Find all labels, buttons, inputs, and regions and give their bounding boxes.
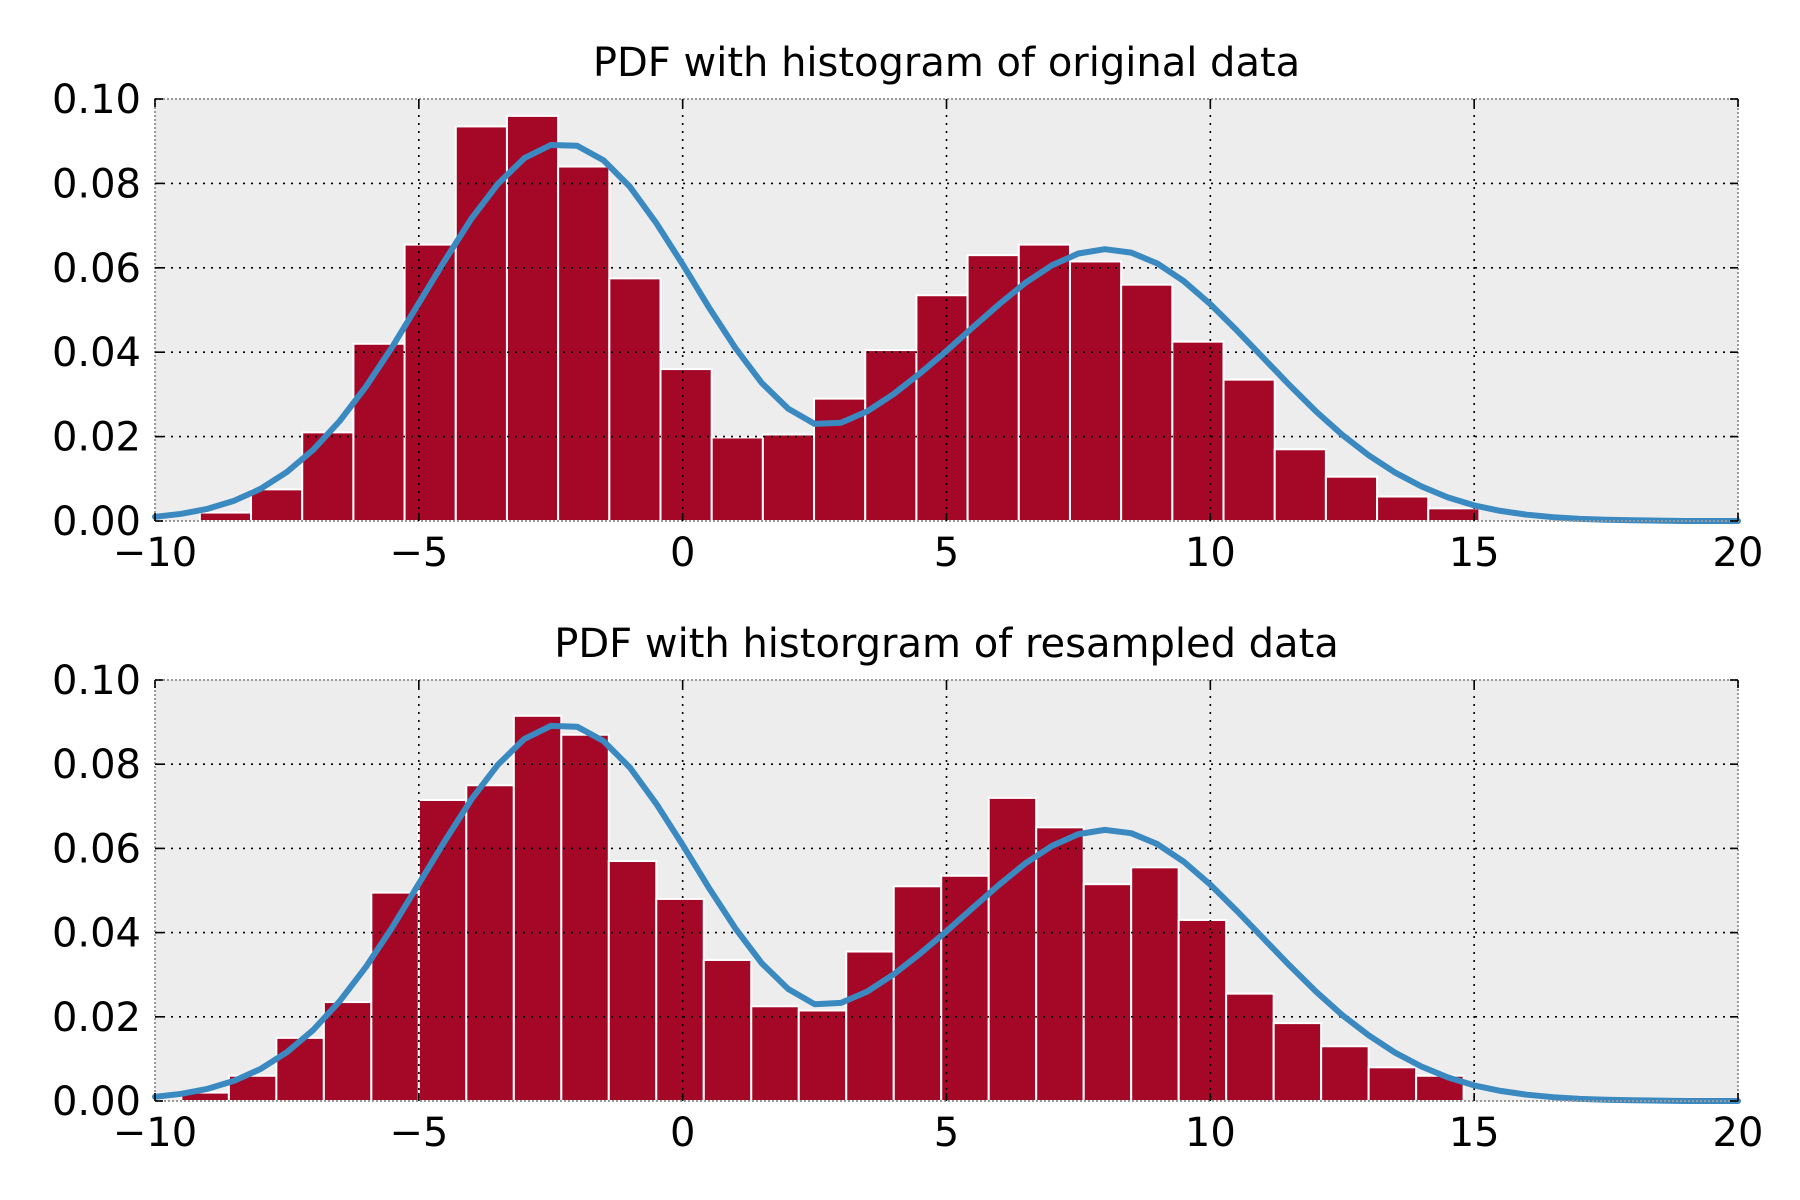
histogram-bar [607,860,658,1103]
histogram-bar [1273,448,1327,523]
x-tick-label: 0 [670,1110,695,1156]
histogram-bar [940,874,990,1103]
histogram-bar [1222,378,1276,522]
x-tick-label: 15 [1449,530,1500,576]
histogram-bar [301,431,355,523]
histogram-bar [465,784,515,1102]
x-tick-label: −5 [389,530,448,576]
histogram-bar [1177,918,1228,1102]
y-tick-label: 0.02 [52,415,141,461]
histogram-bar [1367,1066,1418,1102]
chart-panel-resampled: PDF with historgram of resampled data −1… [52,621,1764,1156]
histogram-bar [1068,260,1123,522]
histogram-bar [1320,1045,1370,1103]
x-tick-label: −5 [389,1110,448,1156]
y-tick-label: 0.10 [52,658,141,704]
histogram-bar [275,1036,325,1102]
chart-panel-original: PDF with histogram of original data −10 −… [52,40,1764,576]
histogram-bar [655,897,705,1102]
histogram-bar [557,165,611,523]
histogram-bar [750,1005,800,1103]
histogram-bar [1120,283,1174,522]
histogram-bar [608,277,662,522]
histogram-bar [797,1009,848,1102]
y-tick-label: 0.10 [52,77,141,123]
histogram-bar [1376,495,1430,522]
histogram-bar [505,114,560,522]
y-tick-label: 0.08 [52,161,141,207]
y-tick-label: 0.06 [52,246,141,292]
y-tick-label: 0.00 [52,499,141,545]
y-tick-label: 0.04 [52,911,141,957]
histogram-bar [1324,475,1379,523]
histogram-bar [987,796,1038,1102]
histogram-bar [659,368,713,522]
x-tick-label: 0 [670,530,695,576]
histogram-bar [1035,826,1085,1102]
x-tick-label: −10 [113,530,197,576]
pdf-line [152,722,1741,1104]
histogram-bar [864,349,918,522]
histogram-bar [1225,992,1275,1103]
histogram-bar [1130,866,1180,1102]
histogram-bar [1082,883,1133,1102]
x-tick-label: 5 [934,1110,959,1156]
histogram-bar [1017,243,1071,522]
histogram-bar [892,885,943,1102]
x-tick-label: 10 [1185,1110,1236,1156]
histogram-bar [454,125,508,523]
y-tick-label: 0.08 [52,742,141,788]
x-tick-label: 20 [1713,530,1764,576]
y-tick-label: 0.04 [52,330,141,376]
x-tick-label: 10 [1185,530,1236,576]
histogram-bar [845,950,895,1102]
x-tick-label: 20 [1713,1110,1764,1156]
pdf-line [152,142,1741,524]
histogram-bar [198,511,253,522]
histogram-bar [1272,1022,1323,1102]
histogram-bar [250,488,304,523]
histogram-bar [1427,507,1481,522]
x-tick-label: 15 [1449,1110,1500,1156]
histogram-bar [560,733,610,1102]
chart-title: PDF with historgram of resampled data [554,621,1339,667]
y-tick-label: 0.06 [52,826,141,872]
histogram-bar [915,294,969,523]
x-tick-label: −10 [113,1110,197,1156]
axes-frame [154,679,1739,1102]
histogram-bar [702,958,753,1103]
histogram-bar [352,342,406,523]
histogram-bar [512,714,563,1102]
y-tick-label: 0.00 [52,1079,141,1125]
histogram-bar [710,436,764,522]
y-tick-label: 0.02 [52,995,141,1041]
chart-title: PDF with histogram of original data [593,40,1300,86]
x-tick-label: 5 [934,530,959,576]
histogram-bar [403,243,457,522]
histogram-bar [322,1001,373,1102]
histogram-bar [761,433,816,522]
histogram-bar [1171,340,1225,522]
